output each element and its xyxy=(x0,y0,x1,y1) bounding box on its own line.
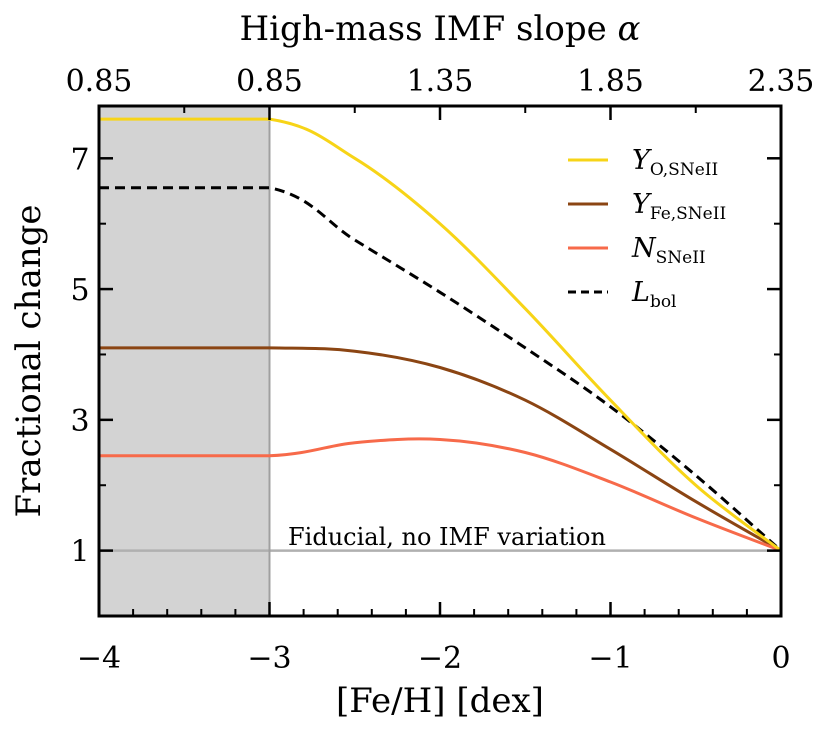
legend-label: YFe,SNeII xyxy=(632,189,726,224)
y-tick-label: 5 xyxy=(70,273,89,308)
plot-frame xyxy=(97,104,783,618)
alpha-symbol: α xyxy=(618,9,641,49)
shaded-region xyxy=(99,106,270,616)
x-tick-label: −2 xyxy=(418,641,462,676)
top-tick-label: 1.35 xyxy=(407,64,474,99)
series-line-n-sneii xyxy=(99,437,782,553)
x-axis-title: [Fe/H] [dex] xyxy=(336,681,544,721)
x-tick-label: 0 xyxy=(771,641,790,676)
legend-label-sub: Fe,SNeII xyxy=(650,204,726,224)
x-tick-label: −3 xyxy=(247,641,291,676)
top-tick-label: 0.85 xyxy=(236,64,303,99)
legend-label-sub: bol xyxy=(650,292,677,312)
y-axis-title: Fractional change xyxy=(9,204,49,517)
top-axis-title-text: High-mass IMF slope xyxy=(240,9,618,49)
series-line-l-bol xyxy=(99,186,782,552)
top-tick-label: 2.35 xyxy=(748,64,815,99)
legend-label: Lbol xyxy=(631,277,677,312)
legend-label-sub: O,SNeII xyxy=(650,160,718,180)
y-tick-label: 1 xyxy=(70,535,89,570)
legend-label: YO,SNeII xyxy=(632,145,718,180)
legend-label-main: N xyxy=(631,233,657,264)
series-line-y-fe-sneii xyxy=(99,346,782,552)
legend-label-main: L xyxy=(631,277,650,308)
top-axis-title: High-mass IMF slope α xyxy=(240,9,641,49)
legend-label-main: Y xyxy=(632,145,652,176)
y-tick-label: 7 xyxy=(70,142,89,177)
y-tick-label: 3 xyxy=(70,404,89,439)
top-tick-label: 1.85 xyxy=(577,64,644,99)
x-tick-label: −4 xyxy=(77,641,121,676)
series-line-y-o-sneii xyxy=(99,117,782,552)
top-tick-label: 0.85 xyxy=(66,64,133,99)
x-tick-label: −1 xyxy=(588,641,632,676)
legend-label-main: Y xyxy=(632,189,652,220)
legend-label: NSNeII xyxy=(631,233,706,268)
reference-line-label: Fiducial, no IMF variation xyxy=(288,523,606,551)
legend-label-sub: SNeII xyxy=(656,248,706,268)
